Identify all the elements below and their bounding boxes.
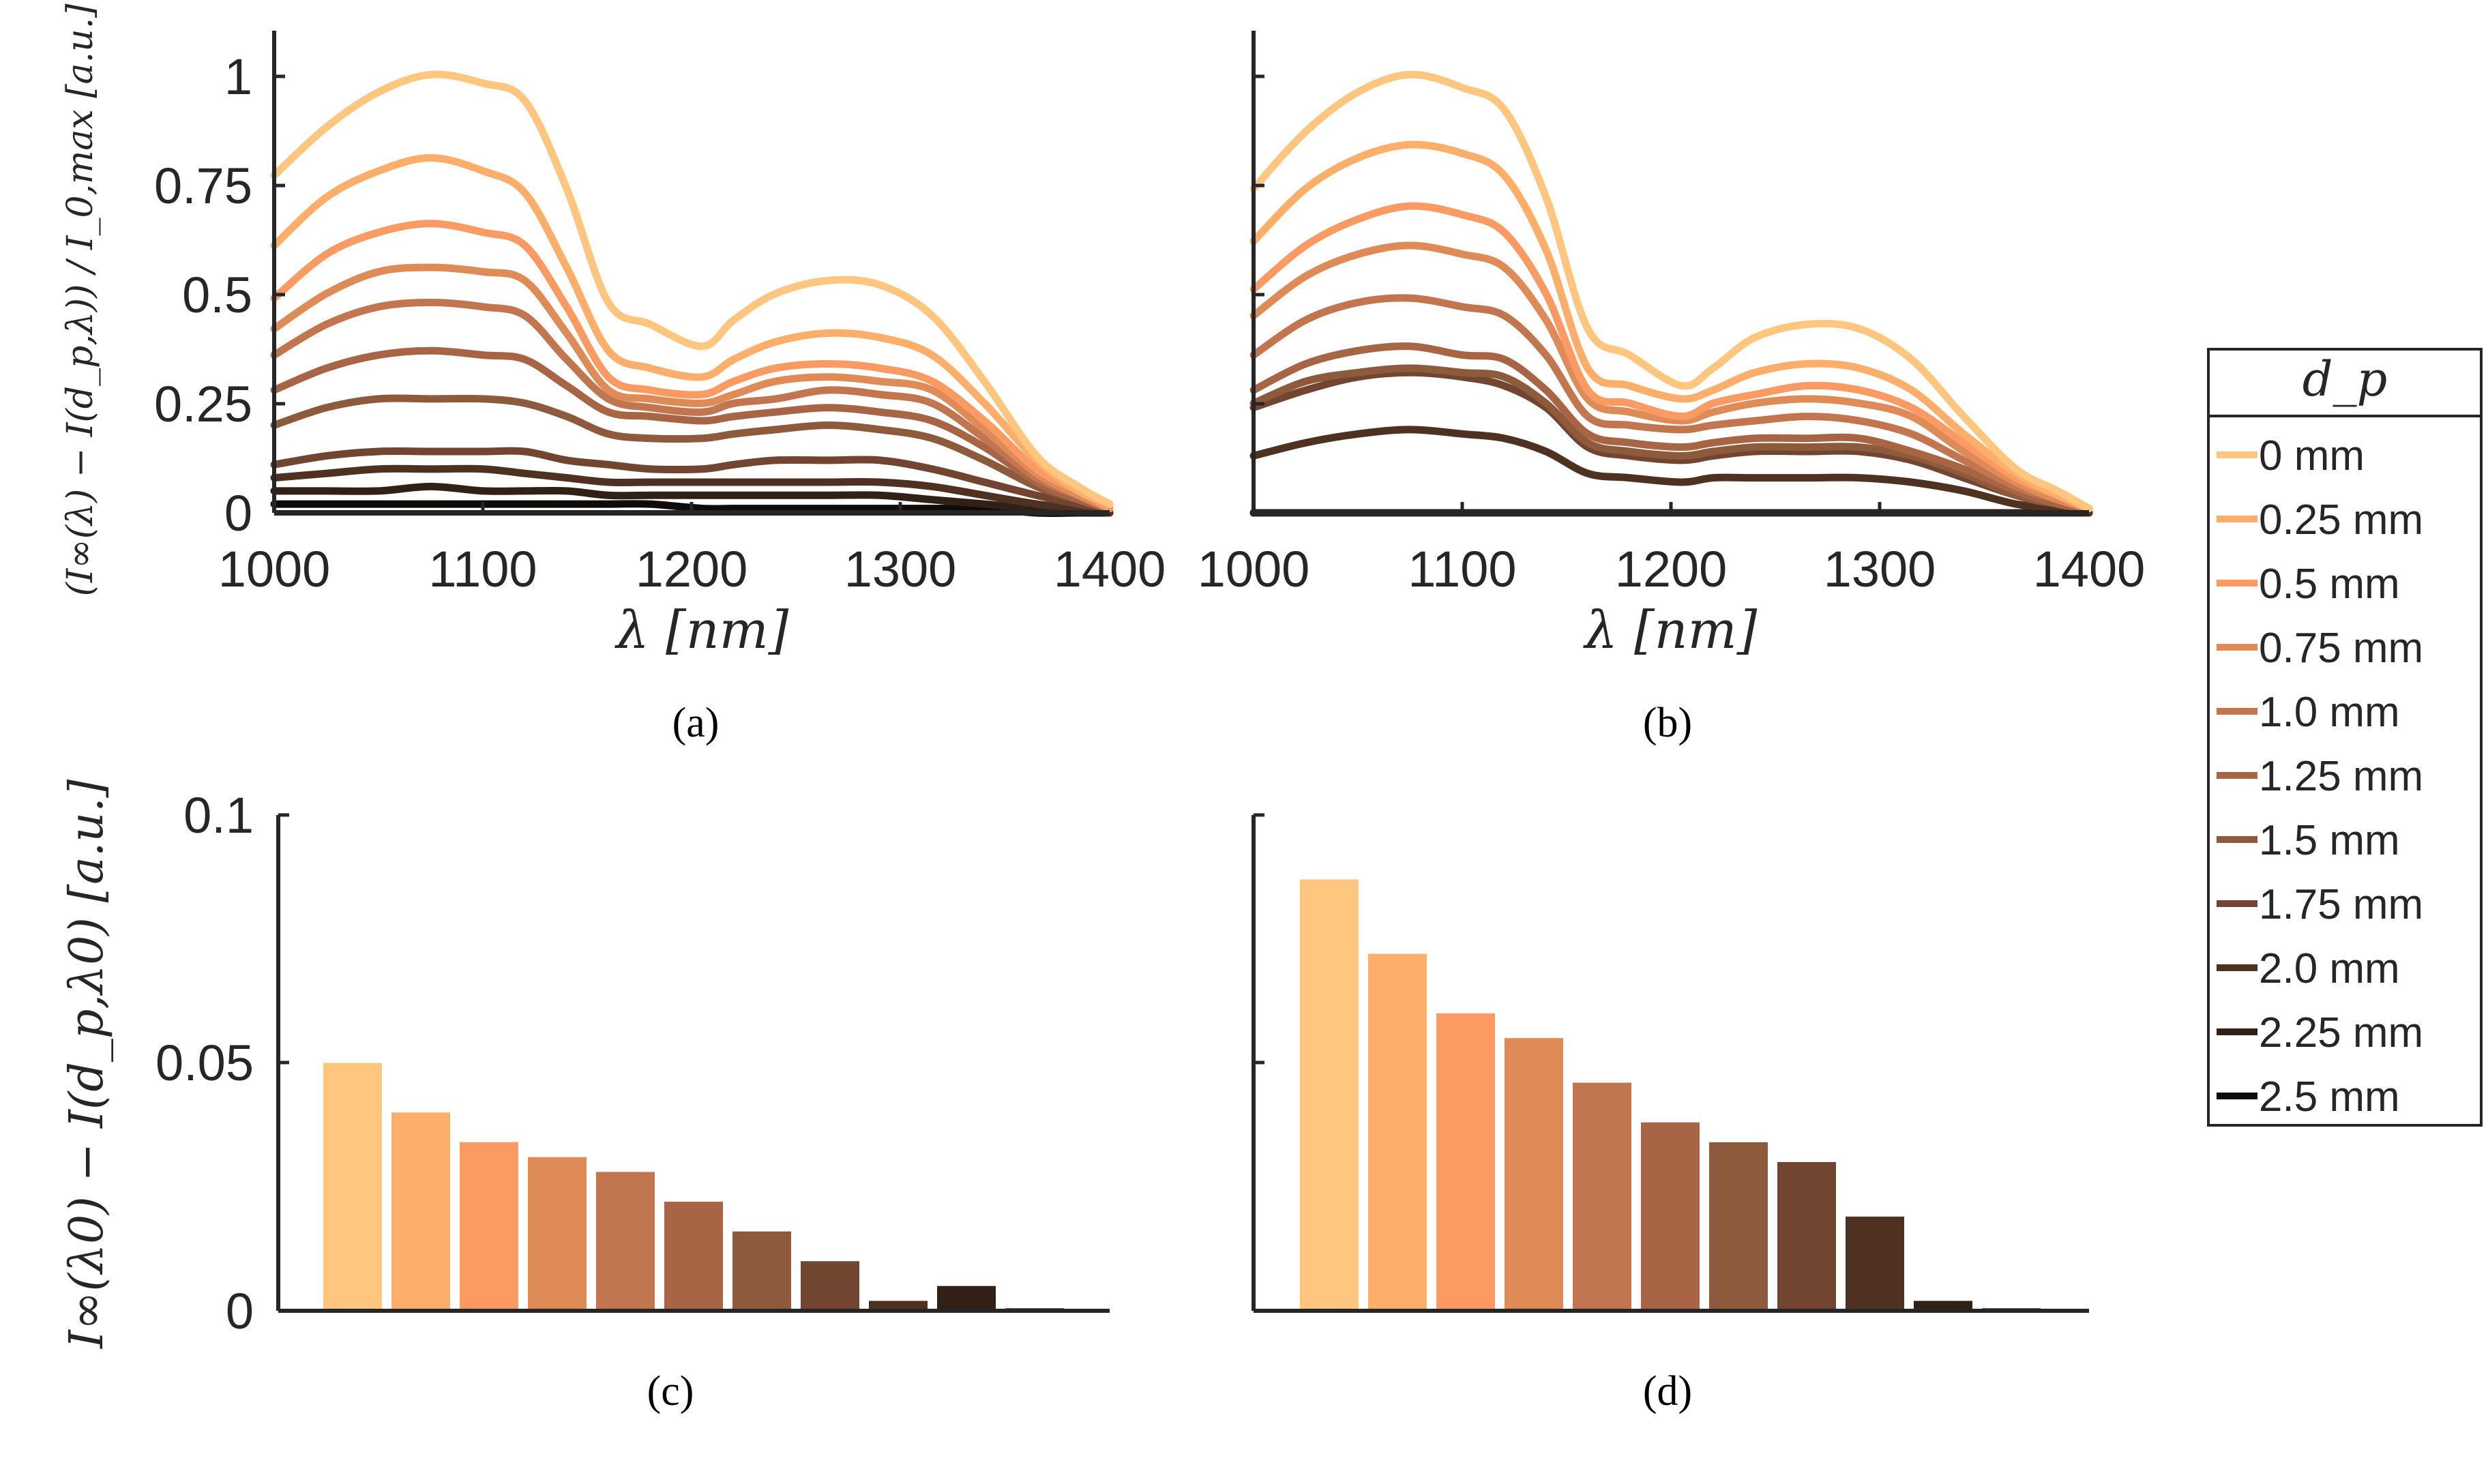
bar-1-75-mm xyxy=(1777,1161,1836,1311)
bar-1-25-mm xyxy=(664,1202,723,1311)
panel-c-ticks xyxy=(278,813,289,1065)
panel-c-bars xyxy=(323,1063,1064,1311)
panel-a-ytick-1: 1 xyxy=(224,48,252,105)
line-series-2-5-mm xyxy=(270,500,1114,517)
legend-label: 1.75 mm xyxy=(2259,881,2423,928)
line-series-1-0-mm xyxy=(1249,294,2093,513)
legend-label: 0.25 mm xyxy=(2259,496,2423,544)
panel-a-xlabel: λ [nm] xyxy=(614,599,789,660)
legend-label: 1.5 mm xyxy=(2259,817,2400,864)
panel-b: 1000 1100 1200 1300 1400 λ [nm] (b) xyxy=(1198,31,2146,746)
legend-label: 2.0 mm xyxy=(2259,945,2400,992)
bar-2-25-mm xyxy=(1914,1301,1972,1311)
line-series-1-25-mm xyxy=(270,346,1114,513)
panel-a-xtick-1200: 1200 xyxy=(636,541,748,597)
panel-b-xtick-1400: 1400 xyxy=(2033,541,2146,597)
bar-0-75-mm xyxy=(1505,1038,1563,1311)
line-series-1-75-mm xyxy=(1249,368,2093,513)
line-series-1-5-mm xyxy=(1249,364,2093,513)
bar-2-25-mm xyxy=(937,1286,996,1311)
bar-0-mm xyxy=(1300,879,1359,1311)
legend: d_p 0 mm 0.25 mm 0.5 mm 0.75 mm 1.0 mm 1.25 m… xyxy=(2207,348,2483,1127)
bar-2-0-mm xyxy=(869,1301,928,1311)
line-series-0-75-mm xyxy=(1249,241,2093,513)
line-series-2-0-mm xyxy=(1249,426,2093,517)
panel-b-caption: (b) xyxy=(1643,700,1692,746)
line-series-0-5-mm xyxy=(1249,202,2093,513)
panel-a: 0 0.25 0.5 0.75 1 1000 1100 1200 1300 14… xyxy=(60,3,1166,746)
bar-1-25-mm xyxy=(1641,1122,1700,1311)
panel-a-ytick-0: 0 xyxy=(224,485,252,541)
panel-a-xtick-1100: 1100 xyxy=(428,541,537,597)
panel-c-caption: (c) xyxy=(647,1368,694,1414)
legend-title: d_p xyxy=(2302,351,2388,407)
panel-b-ticks xyxy=(1254,74,1882,513)
bar-0-25-mm xyxy=(391,1112,450,1311)
panel-d-bars xyxy=(1300,879,2041,1311)
line-series-0-mm xyxy=(270,70,1114,508)
bar-2-0-mm xyxy=(1846,1216,1904,1311)
line-series-1-0-mm xyxy=(270,299,1114,513)
panel-c: 0 0.05 0.1 I∞(λ0) − I(d_p,λ0) [a.u.] (c) xyxy=(60,779,1110,1414)
panel-c-ytick-005: 0.05 xyxy=(156,1035,254,1091)
bar-0-5-mm xyxy=(460,1142,518,1311)
panel-b-xtick-1100: 1100 xyxy=(1408,541,1516,597)
line-series-1-25-mm xyxy=(1249,342,2093,513)
bar-0-5-mm xyxy=(1436,1013,1495,1311)
panel-b-xlabel: λ [nm] xyxy=(1583,599,1758,660)
panel-a-xtick-1400: 1400 xyxy=(1054,541,1166,597)
panel-c-ytick-01: 0.1 xyxy=(183,787,254,844)
legend-label: 1.25 mm xyxy=(2259,753,2423,800)
legend-entries: 0 mm 0.25 mm 0.5 mm 0.75 mm 1.0 mm 1.25 mm 1.5… xyxy=(2217,432,2423,1121)
panel-b-xtick-1300: 1300 xyxy=(1824,541,1936,597)
bar-0-25-mm xyxy=(1368,953,1427,1311)
panel-b-lines xyxy=(1249,70,2093,517)
line-series-0-25-mm xyxy=(270,153,1114,508)
panel-a-lines xyxy=(270,70,1114,517)
line-series-0-5-mm xyxy=(270,220,1114,513)
line-series-0-mm xyxy=(1249,70,2093,513)
bar-1-0-mm xyxy=(1573,1082,1631,1311)
panel-a-ylabel: (I∞(λ) − I(d_p,λ)) / I_0,max [a.u.] xyxy=(60,3,101,597)
bar-1-5-mm xyxy=(1709,1142,1768,1311)
panel-a-ticks xyxy=(274,74,902,515)
line-series-0-25-mm xyxy=(1249,140,2093,513)
legend-label: 1.0 mm xyxy=(2259,689,2400,736)
panel-c-ytick-0: 0 xyxy=(226,1283,254,1339)
panel-a-ytick-05: 0.5 xyxy=(182,267,252,323)
legend-box xyxy=(2207,348,2483,1127)
panel-d: (d) xyxy=(1252,813,2089,1414)
panel-d-caption: (d) xyxy=(1643,1368,1692,1414)
bar-0-mm xyxy=(323,1063,382,1311)
legend-label: 2.5 mm xyxy=(2259,1073,2400,1121)
panel-a-caption: (a) xyxy=(672,700,720,746)
legend-label: 0.5 mm xyxy=(2259,561,2400,608)
line-series-2-0-mm xyxy=(270,464,1114,517)
line-series-0-75-mm xyxy=(270,263,1114,513)
panel-c-ylabel: I∞(λ0) − I(d_p,λ0) [a.u.] xyxy=(60,779,114,1350)
legend-label: 2.25 mm xyxy=(2259,1009,2423,1056)
panel-a-xtick-1300: 1300 xyxy=(844,541,957,597)
legend-label: 0 mm xyxy=(2259,432,2365,479)
panel-a-xtick-1000: 1000 xyxy=(218,541,331,597)
bar-1-75-mm xyxy=(801,1261,859,1311)
panel-a-ytick-075: 0.75 xyxy=(154,158,252,214)
panel-b-xtick-1200: 1200 xyxy=(1615,541,1728,597)
bar-1-0-mm xyxy=(596,1172,655,1311)
bar-1-5-mm xyxy=(732,1231,791,1311)
panel-a-ytick-025: 0.25 xyxy=(154,376,252,432)
bar-0-75-mm xyxy=(528,1157,587,1311)
line-series-1-5-mm xyxy=(270,394,1114,513)
panel-b-xtick-1000: 1000 xyxy=(1198,541,1310,597)
legend-label: 0.75 mm xyxy=(2259,625,2423,672)
line-series-1-75-mm xyxy=(270,447,1114,513)
line-series-2-25-mm xyxy=(270,482,1114,517)
panel-d-ticks xyxy=(1254,813,1264,1065)
